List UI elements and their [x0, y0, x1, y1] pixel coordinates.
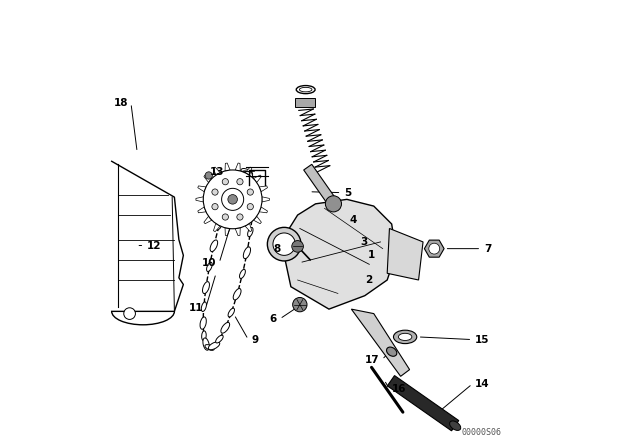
Ellipse shape [200, 317, 206, 329]
Text: 00000S06: 00000S06 [461, 428, 501, 437]
Circle shape [247, 189, 253, 195]
Bar [296, 98, 315, 107]
Ellipse shape [243, 247, 250, 258]
Polygon shape [225, 228, 230, 236]
Text: 17: 17 [365, 355, 379, 365]
Circle shape [205, 172, 212, 179]
Text: 5: 5 [344, 188, 351, 198]
Ellipse shape [387, 347, 397, 356]
Ellipse shape [209, 342, 220, 350]
Ellipse shape [241, 168, 253, 176]
Circle shape [247, 203, 253, 210]
Ellipse shape [202, 302, 207, 311]
Text: 9: 9 [251, 335, 258, 345]
Circle shape [429, 243, 440, 254]
Polygon shape [214, 167, 220, 175]
Polygon shape [424, 240, 444, 257]
Ellipse shape [233, 289, 241, 300]
Text: 8: 8 [273, 244, 280, 254]
Ellipse shape [249, 207, 256, 219]
Ellipse shape [248, 171, 253, 181]
Ellipse shape [232, 176, 242, 185]
Ellipse shape [202, 331, 206, 341]
Ellipse shape [228, 308, 234, 317]
Polygon shape [387, 375, 459, 431]
Text: 6: 6 [269, 314, 277, 324]
Text: 18: 18 [114, 98, 128, 108]
Polygon shape [253, 175, 261, 182]
Ellipse shape [221, 202, 229, 213]
Ellipse shape [398, 333, 412, 340]
Polygon shape [204, 216, 212, 224]
Polygon shape [262, 197, 269, 202]
Text: 10: 10 [202, 258, 216, 268]
Ellipse shape [248, 228, 253, 237]
Text: 15: 15 [475, 335, 490, 345]
Circle shape [212, 203, 218, 210]
Text: 2: 2 [365, 275, 372, 285]
Ellipse shape [221, 323, 230, 333]
Circle shape [124, 308, 136, 319]
Circle shape [237, 214, 243, 220]
Ellipse shape [239, 269, 245, 279]
Ellipse shape [202, 282, 209, 293]
Text: 13: 13 [210, 168, 224, 177]
Ellipse shape [216, 335, 223, 343]
Ellipse shape [207, 262, 212, 271]
Circle shape [204, 170, 262, 229]
Ellipse shape [205, 345, 214, 350]
Circle shape [228, 194, 237, 204]
Polygon shape [204, 175, 212, 182]
Text: 3: 3 [360, 237, 367, 247]
Polygon shape [253, 216, 261, 224]
Polygon shape [198, 186, 206, 192]
Ellipse shape [251, 192, 255, 202]
Text: 16: 16 [392, 384, 406, 394]
Polygon shape [225, 163, 230, 171]
Ellipse shape [216, 221, 222, 230]
Ellipse shape [449, 421, 461, 431]
Circle shape [222, 214, 228, 220]
Circle shape [237, 179, 243, 185]
Circle shape [221, 188, 244, 211]
Text: 4: 4 [349, 215, 357, 224]
Ellipse shape [250, 177, 255, 190]
Circle shape [292, 297, 307, 312]
Ellipse shape [268, 227, 301, 261]
Ellipse shape [238, 171, 247, 177]
Circle shape [222, 179, 228, 185]
Polygon shape [236, 228, 240, 236]
Text: 11: 11 [189, 303, 203, 313]
Polygon shape [259, 186, 268, 192]
Polygon shape [245, 167, 252, 175]
Ellipse shape [394, 330, 417, 344]
Circle shape [325, 196, 342, 212]
Circle shape [212, 189, 218, 195]
Polygon shape [196, 197, 204, 202]
Circle shape [292, 241, 303, 252]
Ellipse shape [210, 240, 218, 252]
Text: 1: 1 [367, 250, 375, 260]
Polygon shape [387, 228, 423, 280]
Text: 7: 7 [484, 244, 492, 254]
Circle shape [273, 233, 295, 255]
Polygon shape [351, 309, 410, 376]
Ellipse shape [228, 188, 234, 196]
Text: 12: 12 [147, 241, 161, 250]
Polygon shape [304, 164, 337, 207]
Text: 14: 14 [475, 379, 490, 389]
Polygon shape [214, 224, 220, 232]
Polygon shape [236, 163, 240, 171]
Polygon shape [259, 207, 268, 213]
Polygon shape [245, 224, 252, 232]
Polygon shape [198, 207, 206, 213]
Polygon shape [284, 199, 396, 309]
Ellipse shape [203, 338, 209, 350]
